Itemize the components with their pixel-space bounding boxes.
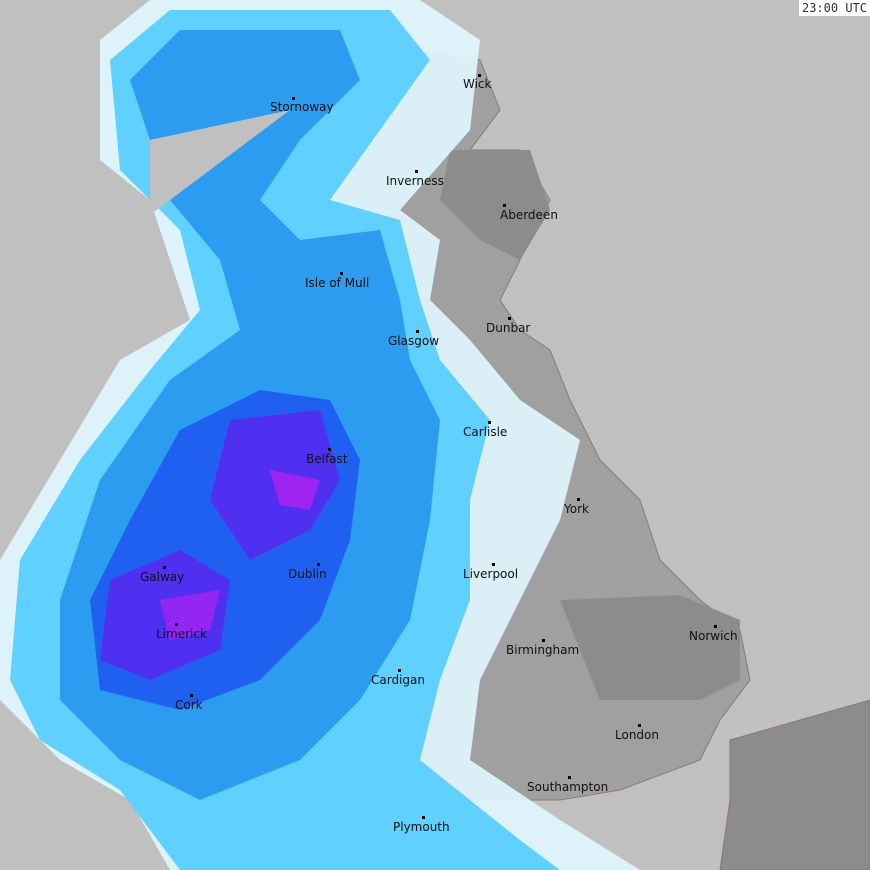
- city-dot: [714, 625, 717, 628]
- city-dot: [577, 498, 580, 501]
- city-dot: [416, 330, 419, 333]
- city-dot: [488, 421, 491, 424]
- city-label-belfast: Belfast: [306, 452, 348, 466]
- city-dot: [503, 204, 506, 207]
- city-dot: [568, 776, 571, 779]
- city-dot: [422, 816, 425, 819]
- city-label-glasgow: Glasgow: [388, 334, 440, 348]
- radar-gap-wedge: [150, 110, 290, 215]
- aberdeenshire-dry-land: [440, 150, 550, 260]
- city-label-stornoway: Stornoway: [270, 100, 334, 114]
- city-label-limerick: Limerick: [156, 627, 207, 641]
- city-dot: [328, 448, 331, 451]
- timestamp: 23:00 UTC: [798, 0, 870, 16]
- city-dot: [415, 170, 418, 173]
- city-label-birmingham: Birmingham: [506, 643, 580, 657]
- city-label-plymouth: Plymouth: [393, 820, 450, 834]
- city-label-aberdeen: Aberdeen: [500, 208, 558, 222]
- city-label-dublin: Dublin: [288, 567, 327, 581]
- city-label-isle-of-mull: Isle of Mull: [305, 276, 370, 290]
- city-label-dunbar: Dunbar: [486, 321, 531, 335]
- city-dot: [398, 669, 401, 672]
- city-dot: [190, 694, 193, 697]
- precipitation: [0, 0, 640, 870]
- precip-magenta-south: [160, 590, 220, 640]
- city-label-york: York: [564, 502, 589, 516]
- city-dot: [340, 272, 343, 275]
- city-dot: [492, 563, 495, 566]
- city-label-liverpool: Liverpool: [463, 567, 519, 581]
- city-label-inverness: Inverness: [386, 174, 444, 188]
- city-dot: [478, 74, 481, 77]
- city-dot: [175, 623, 178, 626]
- city-dot: [292, 97, 295, 100]
- city-label-galway: Galway: [140, 570, 185, 584]
- city-dot: [638, 724, 641, 727]
- city-dot: [542, 639, 545, 642]
- continent-landmass: [719, 699, 870, 870]
- city-label-cardigan: Cardigan: [371, 673, 425, 687]
- city-label-norwich: Norwich: [689, 629, 738, 643]
- city-dot: [508, 317, 511, 320]
- city-dot: [163, 566, 166, 569]
- city-label-wick: Wick: [463, 77, 492, 91]
- east-anglia-dry-land: [560, 595, 740, 700]
- city-label-cork: Cork: [175, 698, 203, 712]
- city-label-southampton: Southampton: [527, 780, 609, 794]
- city-dot: [317, 563, 320, 566]
- city-label-london: London: [615, 728, 659, 742]
- city-label-carlisle: Carlisle: [463, 425, 508, 439]
- precip-magenta-north: [270, 470, 320, 510]
